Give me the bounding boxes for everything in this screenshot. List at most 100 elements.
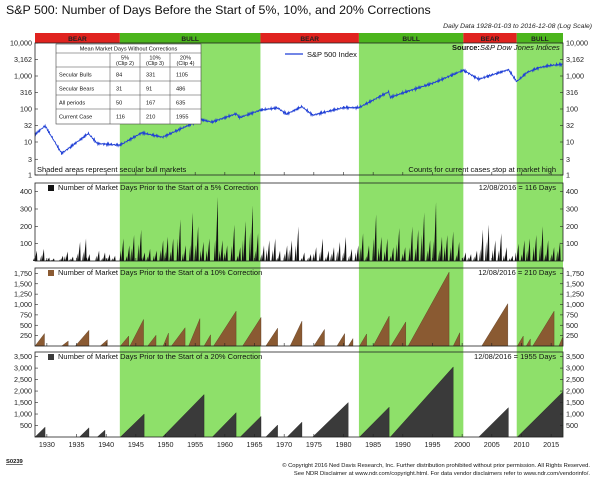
correction-5pct-bar	[119, 250, 122, 261]
correction-5pct-bar	[195, 226, 199, 261]
x-tick-label: 1975	[306, 440, 322, 449]
y-tick-label-left: 2,000	[14, 387, 32, 396]
y-tick-label-left: 1,000	[14, 72, 32, 81]
correction-5pct-bar	[527, 238, 531, 261]
correction-5pct-bar	[232, 224, 235, 261]
x-tick-label: 2010	[513, 440, 529, 449]
correction-5pct-bar	[373, 214, 377, 261]
table-header-5-clip: (Clip 2)	[116, 61, 134, 67]
y-tick-label-right: 2,500	[566, 375, 584, 384]
correction-5pct-bar	[456, 241, 460, 261]
correction-5pct-bar	[289, 240, 293, 261]
table-row-label: Secular Bulls	[59, 73, 92, 79]
correction-5pct-bar	[250, 205, 254, 261]
x-axis-years: 1930 1935 1940 1945 1950 1955 1960 1965 1970 1975…	[39, 172, 559, 449]
correction-5pct-bar	[372, 238, 374, 261]
correction-5pct-bar	[337, 241, 341, 261]
source-name: S&P Dow Jones Indices	[480, 43, 560, 52]
table-cell: 1105	[176, 73, 188, 79]
y-tick-label-left: 500	[20, 321, 32, 330]
y-tick-label-left: 1,500	[14, 279, 32, 288]
annotation-counts: Counts for current cases stop at market …	[408, 165, 556, 174]
correction-5pct-bar	[550, 253, 552, 261]
y-tick-label-left: 1,000	[14, 300, 32, 309]
correction-5pct-bar	[485, 241, 487, 261]
correction-5pct-bar	[255, 233, 259, 261]
correction-5pct-bar	[307, 257, 309, 261]
panel-frame	[34, 182, 564, 262]
legend-swatch-5pct	[48, 185, 54, 191]
correction-5pct-bar	[551, 247, 555, 261]
region-banner	[463, 33, 517, 43]
correction-5pct-bar	[331, 247, 335, 261]
footer-disclaimer: See NDR Disclaimer at www.ndr.com/copyri…	[294, 471, 590, 477]
correction-5pct-bar	[140, 257, 143, 261]
correction-5pct-bar	[32, 257, 35, 261]
y-tick-label-left: 1,500	[14, 398, 32, 407]
correction-5pct-bar	[112, 255, 116, 261]
correction-5pct-bar	[59, 259, 61, 261]
correction-5pct-bar	[479, 249, 481, 261]
correction-5pct-bar	[284, 245, 288, 261]
x-tick-label: 2015	[543, 440, 559, 449]
correction-5pct-bar	[557, 241, 561, 261]
y-tick-label-left: 400	[20, 187, 32, 196]
table-cell: 31	[116, 87, 122, 93]
panel-current-20pct: 12/08/2016 = 1955 Days	[474, 352, 556, 361]
correction-5pct-bar	[320, 238, 324, 261]
correction-5pct-bar	[220, 240, 224, 261]
sp500-series-line	[34, 61, 563, 155]
y-tick-label-left: 316	[20, 88, 32, 97]
mean-days-table: Mean Market Days Without Corrections 5% …	[55, 43, 202, 125]
correction-5pct-bar	[230, 245, 233, 261]
correction-5pct-bar	[493, 240, 496, 261]
y-tick-label-left: 300	[20, 205, 32, 214]
correction-5pct-bar	[532, 246, 535, 261]
y-tick-label-right: 200	[566, 222, 578, 231]
correction-5pct-bar	[47, 257, 50, 261]
correction-5pct-bar	[169, 251, 172, 261]
correction-5pct-bar	[421, 212, 425, 261]
chart-title: S&P 500: Number of Days Before the Start…	[6, 3, 431, 17]
region-banner	[260, 33, 359, 43]
correction-5pct-bar	[147, 248, 151, 261]
correction-5pct-bar	[125, 256, 128, 261]
x-tick-label: 1935	[69, 440, 85, 449]
correction-5pct-bar	[101, 258, 103, 261]
correction-5pct-bar	[87, 254, 91, 261]
correction-5pct-bar	[497, 250, 500, 261]
correction-5pct-bar	[445, 235, 448, 261]
correction-5pct-bar	[159, 249, 161, 261]
region-banner-label: BULL	[531, 36, 549, 43]
correction-5pct-bar	[463, 252, 467, 261]
correction-5pct-bar	[426, 250, 428, 261]
correction-5pct-bar	[502, 255, 505, 261]
correction-5pct-bar	[302, 252, 305, 261]
correction-5pct-bar	[288, 249, 290, 261]
correction-5pct-bar	[408, 247, 411, 261]
legend-label-sp500: S&P 500 Index	[307, 50, 357, 59]
y-tick-label-left: 32	[24, 121, 32, 130]
correction-5pct-bar	[207, 238, 211, 261]
correction-5pct-bar	[137, 243, 139, 261]
y-tick-label-right: 3	[566, 155, 570, 164]
correction-5pct-bar	[443, 246, 446, 261]
table-cell: 50	[116, 101, 122, 107]
table-title: Mean Market Days Without Corrections	[80, 47, 178, 53]
correction-5pct-bar	[432, 240, 434, 261]
correction-5pct-bar	[205, 250, 208, 261]
correction-5pct-bar	[165, 236, 169, 261]
y-tick-label-left: 1,000	[14, 410, 32, 419]
sp500-index-panel	[34, 61, 563, 155]
correction-5pct-bar	[65, 251, 69, 261]
correction-5pct-bar	[178, 219, 181, 261]
footer-copyright: © Copyright 2016 Ned Davis Research, Inc…	[282, 462, 590, 469]
correction-5pct-bar	[389, 256, 392, 261]
correction-5pct-bar	[525, 250, 528, 261]
y-tick-label-left: 1	[28, 171, 32, 180]
correction-5pct-bar	[160, 240, 164, 261]
correction-5pct-bar	[63, 256, 66, 261]
table-header-10: 10%	[149, 56, 160, 62]
correction-5pct-bar	[154, 250, 158, 261]
y-tick-label-right: 1,000	[566, 410, 584, 419]
